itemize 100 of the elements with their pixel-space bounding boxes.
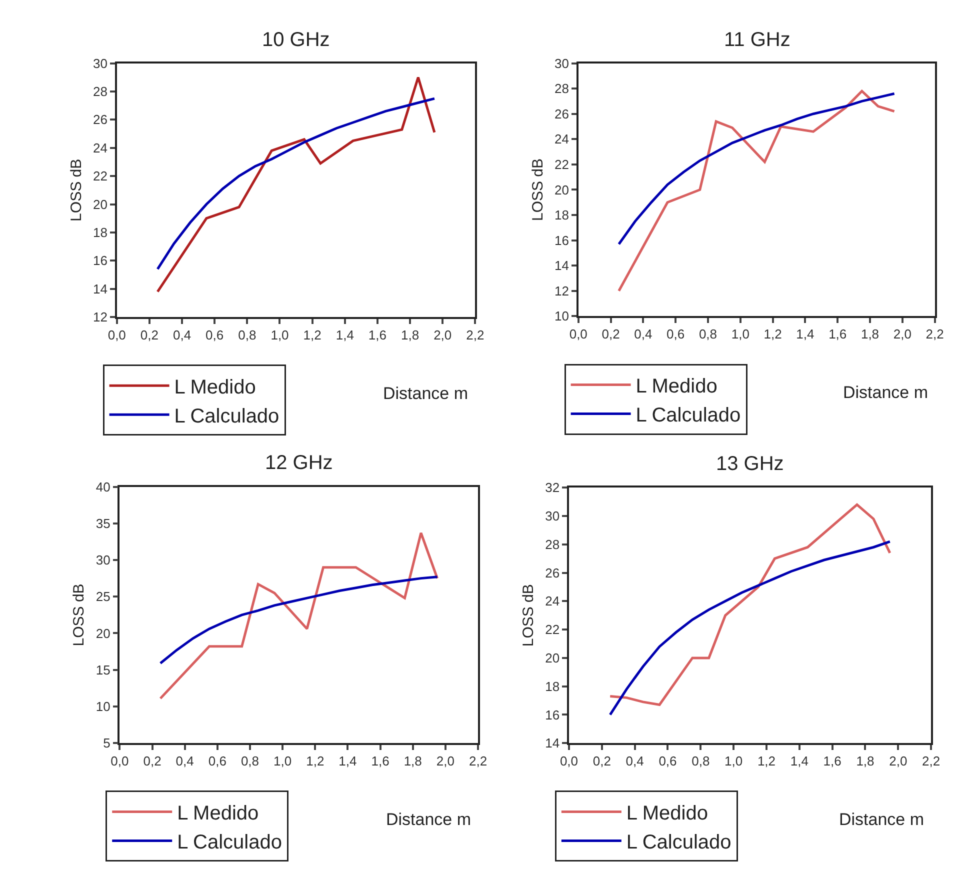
x-tick-label: 2,2 [926, 326, 944, 342]
y-tick-label: 35 [96, 516, 110, 531]
legend-label: L Medido [177, 802, 259, 825]
x-tick-label: 1,0 [270, 327, 289, 342]
x-tick-label: 2,0 [893, 326, 912, 342]
y-tick-label: 14 [545, 736, 560, 751]
y-axis-title: LOSS dB [68, 158, 85, 222]
x-tick-label: 0,8 [698, 326, 718, 342]
line-series [608, 503, 892, 706]
x-tick-label: 0,4 [176, 753, 194, 768]
legend-label: L Calculado [177, 832, 282, 854]
x-tick-label: 0,2 [143, 753, 162, 768]
y-tick-label: 28 [545, 536, 560, 552]
x-tick-label: 1,2 [306, 753, 324, 768]
x-tick-label: 0,6 [666, 326, 685, 342]
x-tick-label: 1,4 [790, 753, 808, 768]
y-tick-label: 20 [96, 626, 110, 641]
x-tick-label: 2,2 [468, 753, 488, 768]
y-tick-label: 22 [554, 156, 570, 172]
y-tick-label: 10 [554, 308, 570, 324]
y-tick-label: 20 [554, 182, 570, 198]
y-tick-label: 22 [93, 168, 108, 184]
x-tick-label: 0,6 [206, 327, 224, 342]
line-series [156, 97, 436, 270]
chart-title: 13 GHz [716, 453, 784, 475]
x-tick-label: 1,4 [336, 327, 354, 342]
x-tick-label: 0,8 [692, 753, 710, 768]
x-axis-title: Distance m [383, 384, 468, 403]
legend-label: L Medido [636, 376, 718, 398]
y-axis-title: LOSS dB [520, 584, 537, 647]
y-tick-label: 20 [545, 650, 560, 666]
x-tick-label: 2,2 [922, 753, 940, 768]
x-tick-label: 2,0 [436, 753, 454, 768]
x-tick-label: 1,6 [828, 326, 847, 342]
y-tick-label: 30 [554, 56, 570, 71]
legend-label: L Medido [626, 802, 708, 825]
legend-label: L Calculado [626, 832, 732, 854]
y-tick-label: 18 [93, 225, 108, 240]
x-tick-label: 0,0 [110, 753, 129, 768]
line-series [156, 76, 436, 293]
legend-label: L Medido [174, 376, 256, 398]
y-tick-label: 14 [93, 281, 108, 296]
legend-label: L Calculado [174, 405, 280, 428]
x-tick-label: 1,6 [823, 753, 842, 768]
y-tick-label: 24 [545, 594, 560, 609]
line-series [159, 576, 439, 665]
y-tick-label: 16 [554, 232, 570, 248]
x-tick-label: 1,2 [757, 753, 776, 768]
y-tick-label: 26 [554, 106, 570, 122]
x-tick-label: 0,2 [602, 326, 620, 342]
y-tick-label: 24 [554, 132, 570, 147]
y-tick-label: 12 [554, 283, 570, 298]
x-tick-label: 0,8 [238, 327, 256, 342]
x-tick-label: 1,8 [856, 753, 874, 768]
y-tick-label: 16 [93, 253, 108, 268]
x-tick-label: 1,4 [338, 753, 357, 768]
chart-title: 12 GHz [265, 452, 333, 474]
y-tick-label: 26 [545, 565, 560, 580]
y-tick-label: 20 [93, 196, 108, 212]
y-tick-label: 40 [96, 479, 110, 494]
x-axis-title: Distance m [843, 383, 928, 402]
x-tick-label: 1,0 [274, 753, 292, 768]
y-axis-title: LOSS dB [70, 584, 88, 646]
y-tick-label: 22 [545, 622, 560, 638]
x-tick-label: 2,0 [434, 327, 452, 342]
x-tick-label: 0,4 [172, 327, 192, 342]
y-tick-label: 30 [545, 508, 560, 524]
y-tick-label: 25 [96, 589, 110, 604]
x-tick-label: 1,2 [764, 326, 782, 342]
y-tick-label: 32 [545, 480, 560, 496]
y-tick-label: 14 [554, 258, 570, 274]
y-tick-label: 24 [93, 140, 108, 156]
x-axis-title: Distance m [386, 810, 472, 829]
y-tick-label: 5 [103, 736, 110, 751]
line-series [608, 540, 892, 716]
x-tick-label: 1,8 [404, 753, 422, 768]
x-axis-title: Distance m [839, 810, 924, 829]
y-tick-label: 30 [96, 552, 110, 568]
y-tick-label: 18 [545, 678, 560, 694]
x-tick-label: 1,0 [724, 753, 743, 768]
line-series [618, 92, 896, 246]
y-tick-label: 10 [96, 699, 110, 714]
x-tick-label: 1,2 [303, 327, 322, 342]
y-tick-label: 18 [554, 208, 570, 223]
x-tick-label: 1,6 [371, 753, 390, 768]
x-tick-label: 0,8 [240, 753, 260, 768]
y-tick-label: 30 [93, 56, 108, 71]
x-tick-label: 0,0 [560, 753, 578, 768]
line-series [159, 532, 439, 700]
x-tick-label: 1,8 [860, 326, 880, 342]
y-axis-title: LOSS dB [529, 158, 546, 221]
y-tick-label: 28 [554, 81, 570, 96]
line-series [618, 90, 896, 292]
chart-title: 11 GHz [724, 29, 790, 51]
x-tick-label: 2,2 [466, 327, 484, 342]
x-tick-label: 1,8 [401, 327, 420, 342]
x-tick-label: 0,6 [658, 753, 677, 768]
x-tick-label: 0,0 [569, 326, 588, 342]
legend-label: L Calculado [636, 404, 741, 427]
x-tick-label: 0,2 [592, 753, 611, 768]
